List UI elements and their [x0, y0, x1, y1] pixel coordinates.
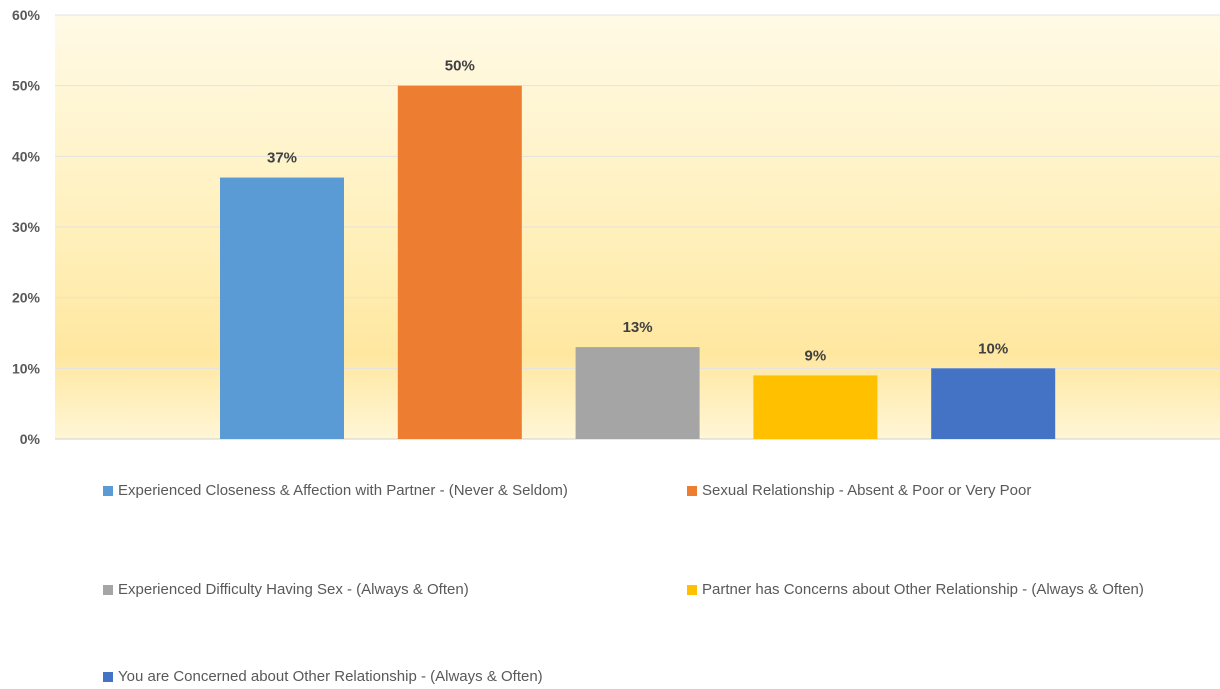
- y-tick-label: 60%: [12, 7, 41, 23]
- bar: [753, 375, 878, 439]
- y-tick-label: 30%: [12, 219, 41, 235]
- data-label: 37%: [267, 150, 297, 167]
- bar: [575, 347, 700, 439]
- data-labels: 37% 50% 13% 9% 10%: [267, 58, 1008, 365]
- bar: [220, 177, 344, 440]
- data-label: 50%: [445, 58, 475, 75]
- y-tick-label: 40%: [12, 148, 41, 164]
- y-tick-label: 10%: [12, 360, 41, 376]
- bars: [220, 85, 1056, 440]
- bar: [931, 368, 1056, 439]
- y-tick-label: 20%: [12, 290, 41, 306]
- data-label: 13%: [623, 319, 653, 336]
- bar: [397, 85, 522, 440]
- y-tick-label: 50%: [12, 78, 41, 94]
- data-label: 10%: [978, 340, 1008, 357]
- data-label: 9%: [805, 347, 827, 364]
- y-axis-ticks: 0% 10% 20% 30% 40% 50% 60%: [12, 7, 41, 447]
- y-tick-label: 0%: [20, 431, 41, 447]
